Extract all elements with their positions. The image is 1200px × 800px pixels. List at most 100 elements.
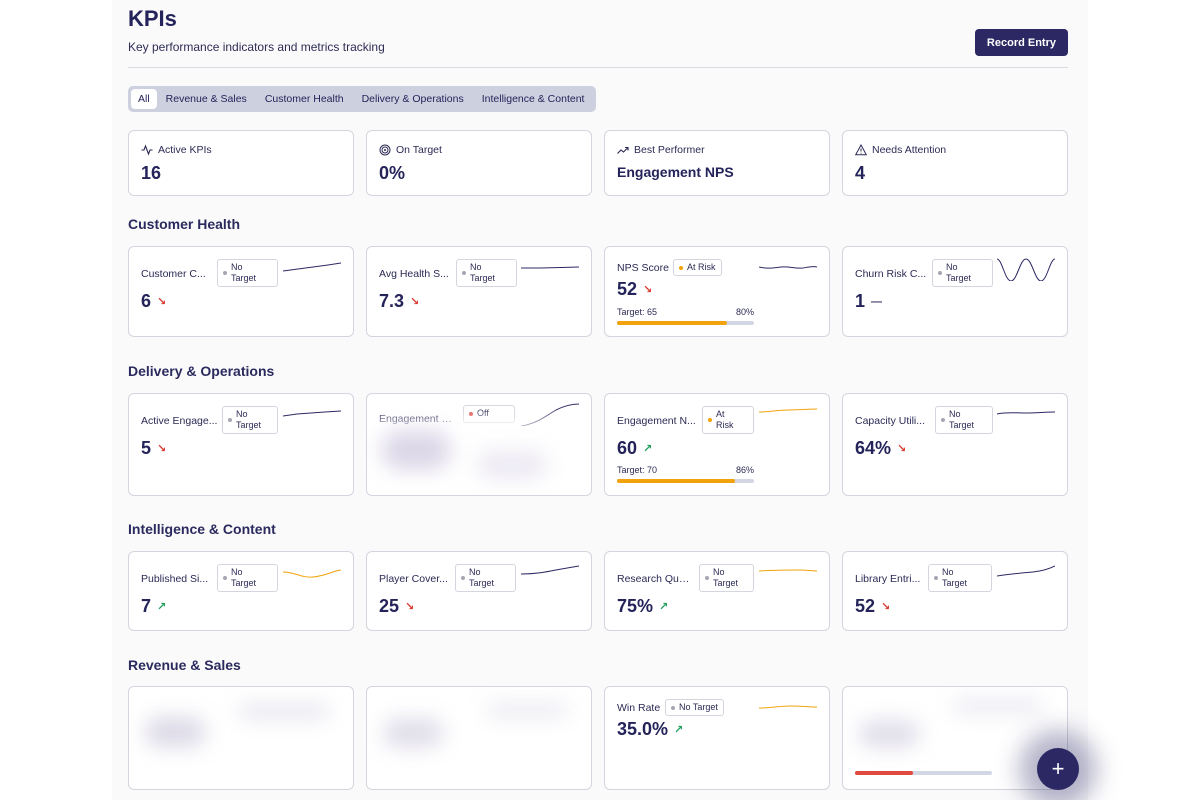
blur-blob	[145, 717, 205, 747]
blur-blob	[381, 430, 451, 470]
kpi-value: 5	[141, 438, 152, 458]
badge-line-1: No	[470, 262, 482, 272]
status-dot	[228, 418, 232, 422]
badge-line-1: No	[231, 262, 243, 272]
kpi-name: Research Qual...	[617, 573, 695, 585]
kpi-card-engagement-nps[interactable]: Engagement N... At Risk 60 ↗ Target: 70 86%	[604, 393, 830, 496]
badge-label: At Risk	[687, 262, 716, 272]
trend-up-icon: ↗	[643, 443, 653, 455]
progress-fill	[617, 479, 735, 483]
stat-card-best-performer: Best Performer Engagement NPS	[604, 130, 830, 196]
record-entry-button[interactable]: Record Entry	[974, 29, 1068, 56]
kpi-value: 7	[141, 596, 152, 616]
kpi-value-row: 60 ↗	[617, 438, 652, 459]
trend-down-icon: ↘	[157, 443, 167, 455]
trend-up-icon: ↗	[157, 601, 167, 613]
sparkline	[283, 569, 341, 578]
kpi-name: Churn Risk C...	[855, 268, 927, 280]
status-badge: No Target	[928, 564, 992, 592]
tab-all[interactable]: All	[131, 89, 157, 109]
kpi-value-row: 64% ↘	[855, 438, 906, 459]
sparkline	[521, 565, 579, 575]
badge-line-1: No	[942, 567, 954, 577]
tab-intelligence-content[interactable]: Intelligence & Content	[481, 93, 585, 105]
badge-line-2: Target	[942, 578, 968, 588]
kpi-value-row: 25 ↘	[379, 596, 414, 617]
kpi-card-active-engagements[interactable]: Active Engage... No Target 5 ↘	[128, 393, 354, 496]
kpi-value: 75%	[617, 596, 654, 616]
kpi-value-row: 6 ↘	[141, 291, 166, 312]
kpi-card-research-quality[interactable]: Research Qual... No Target 75% ↗	[604, 551, 830, 631]
status-dot	[469, 412, 473, 416]
tab-revenue-sales[interactable]: Revenue & Sales	[165, 93, 247, 105]
kpi-card-library-entries[interactable]: Library Entri... No Target 52 ↘	[842, 551, 1068, 631]
add-kpi-fab-button[interactable]: +	[1037, 748, 1079, 790]
status-dot	[938, 271, 942, 275]
badge-label: No Target	[679, 702, 718, 712]
stat-label-row: Needs Attention	[855, 144, 946, 156]
kpi-card-avg-health-score[interactable]: Avg Health S... No Target 7.3 ↘	[366, 246, 592, 337]
blur-blob	[953, 699, 1043, 713]
alert-triangle-icon	[855, 144, 867, 156]
kpi-value-row: 52 ↘	[617, 279, 652, 300]
kpi-name: Active Engage...	[141, 415, 218, 427]
kpi-name: Capacity Utili...	[855, 415, 926, 427]
kpi-value: 60	[617, 438, 638, 458]
badge-line-1: Off	[477, 408, 489, 418]
status-dot	[679, 265, 683, 270]
stat-card-on-target: On Target 0%	[366, 130, 592, 196]
kpi-card-capacity-utilization[interactable]: Capacity Utili... No Target 64% ↘	[842, 393, 1068, 496]
status-dot	[705, 576, 709, 580]
badge-line-2: Target	[231, 273, 257, 283]
status-dot	[461, 576, 465, 580]
progress-bar	[617, 321, 754, 325]
kpi-card-nps-score[interactable]: NPS Score At Risk 52 ↘ Target: 65 80%	[604, 246, 830, 337]
kpi-card-published-signals[interactable]: Published Si... No Target 7 ↗	[128, 551, 354, 631]
kpi-value: 52	[617, 279, 638, 299]
blur-blob	[239, 703, 329, 719]
sparkline	[997, 565, 1055, 577]
kpi-value-row: 7.3 ↘	[379, 291, 419, 312]
progress-percent: 80%	[735, 307, 754, 317]
badge-line-1: No	[946, 262, 958, 272]
badge-line-1: No	[713, 567, 725, 577]
kpi-value-row: 1—	[855, 291, 882, 312]
status-badge: No Target	[455, 564, 516, 592]
kpi-name: NPS Score	[617, 262, 669, 274]
blur-blob	[487, 703, 567, 717]
sparkline	[521, 266, 579, 269]
kpi-value: 25	[379, 596, 400, 616]
kpi-card-engagement-r[interactable]: Engagement R... Off	[366, 393, 592, 496]
status-dot	[223, 271, 227, 275]
kpi-card-revenue-1[interactable]	[128, 686, 354, 790]
tab-customer-health[interactable]: Customer Health	[264, 93, 344, 105]
activity-icon	[141, 144, 153, 156]
sparkline	[997, 258, 1055, 281]
tab-delivery-operations[interactable]: Delivery & Operations	[361, 93, 464, 105]
stat-label: Needs Attention	[872, 144, 947, 156]
progress-bar	[617, 479, 754, 483]
status-badge: No Target	[665, 699, 724, 716]
stat-value: 4	[855, 163, 866, 183]
kpi-card-revenue-4[interactable]	[842, 686, 1068, 790]
stat-card-needs-attention: Needs Attention 4	[842, 130, 1068, 196]
page-title: KPIs	[128, 6, 177, 31]
status-badge: No Target	[222, 406, 278, 434]
blur-blob	[859, 721, 919, 747]
kpi-card-customer-count[interactable]: Customer C... No Target 6 ↘	[128, 246, 354, 337]
kpi-value-row: 35.0% ↗	[617, 719, 683, 740]
sparkline	[759, 569, 817, 572]
badge-line-2: Target	[231, 578, 257, 588]
page: KPIs Key performance indicators and metr…	[112, 0, 1088, 800]
kpi-card-win-rate[interactable]: Win Rate No Target 35.0% ↗	[604, 686, 830, 790]
kpi-card-revenue-2[interactable]	[366, 686, 592, 790]
summary-stats: Active KPIs 16 On Target 0% Best Perform…	[128, 130, 1068, 196]
stat-label-row: On Target	[379, 144, 442, 156]
kpi-name: Published Si...	[141, 573, 209, 585]
stat-value: 0%	[379, 163, 406, 183]
status-badge: No Target	[217, 564, 278, 592]
category-tabs: All Revenue & Sales Customer Health Deli…	[128, 86, 597, 112]
kpi-card-churn-risk[interactable]: Churn Risk C... No Target 1—	[842, 246, 1068, 337]
sparkline	[997, 411, 1055, 415]
kpi-card-player-coverage[interactable]: Player Cover... No Target 25 ↘	[366, 551, 592, 631]
